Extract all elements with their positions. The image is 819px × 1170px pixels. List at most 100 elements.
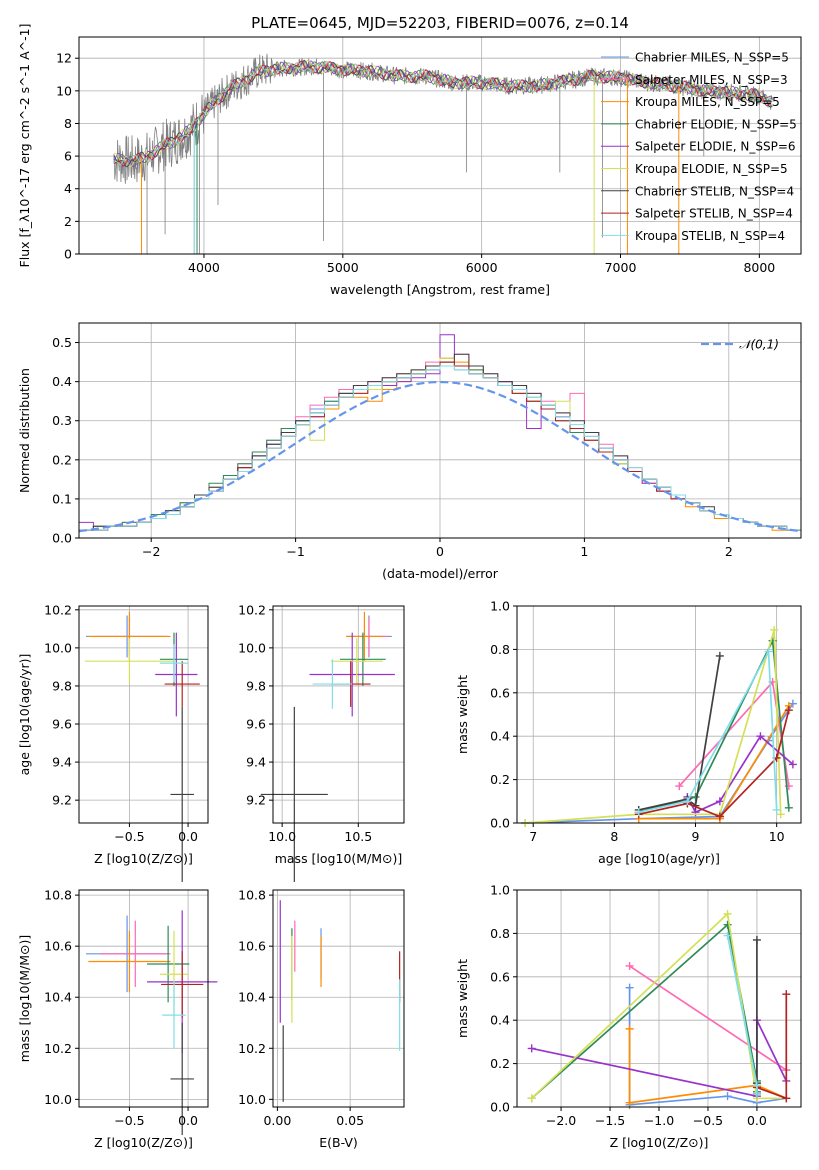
y-tick-label: 9.2 [52,793,72,808]
model-spectrum [113,60,773,166]
x-tick-label: 0.0 [178,829,198,844]
x-tick-label: 7 [529,829,537,844]
y-axis-label: Flux [f_λ10^-17 erg cm^-2 s^-1 A^-1] [17,24,32,268]
legend-label: 𝒩(0,1) [739,338,779,352]
y-tick-label: 2 [64,214,72,229]
errorbar-point [312,659,353,709]
y-tick-label: 0.2 [490,1056,510,1071]
model-spectrum [113,60,773,168]
x-tick-label: 7000 [605,260,637,275]
y-tick-label: 10.2 [44,602,72,617]
errorbar-point [155,632,198,717]
x-axis-label: Z [log10(Z/Z⊙)] [94,851,193,866]
weight-series [638,637,790,813]
legend-label: Kroupa MILES, N_SSP=5 [635,95,780,109]
model-spectrum [113,60,773,168]
model-spectrum [113,61,773,166]
normal-curve [79,380,801,533]
plus-marker [723,1092,732,1101]
spectrum-title: PLATE=0645, MJD=52203, FIBERID=0076, z=0… [251,14,629,32]
plus-marker [675,782,684,791]
y-tick-label: 0 [64,247,72,262]
y-tick-label: 0.8 [490,642,510,657]
errorbar-point [84,638,174,685]
y-tick-label: 9.2 [246,793,266,808]
plus-marker [527,1044,536,1053]
y-tick-label: 10.0 [238,640,266,655]
x-tick-label: 8 [610,829,618,844]
age-vs-mass-points [260,611,395,883]
y-axis-label: Normed distribution [17,368,32,493]
y-tick-label: 12 [56,51,72,66]
plus-marker [691,792,700,801]
x-tick-label: −1.0 [644,1113,674,1128]
y-tick-label: 10.2 [44,1041,72,1056]
histogram-plot [79,334,801,538]
y-tick-label: 0.1 [52,491,72,506]
age-vs-Z-frame [78,605,209,824]
plus-marker [752,1081,761,1090]
legend-label: Kroupa STELIB, N_SSP=4 [635,229,785,243]
weight-series [638,655,721,811]
x-tick-label: −1.5 [595,1113,625,1128]
spectrum-panel: 4000 5000 6000 7000 8000 0 2 4 6 8 10 12 wavelength … [17,14,802,297]
age-vs-Z-panel: −0.5 0.0 9.2 9.4 9.6 9.8 10.0 10.2 Z [log10(Z/Z⊙… [17,602,209,883]
y-tick-label: 10.4 [44,990,72,1005]
y-tick-label: 10.6 [44,939,72,954]
y-tick-label: 6 [64,149,72,164]
weight-series [638,705,790,820]
y-tick-label: 10.8 [44,888,72,903]
age-vs-Z-grid [79,606,208,823]
y-tick-label: 9.6 [52,717,72,732]
plus-marker [723,920,732,929]
errorbar-point [147,925,190,1003]
weight-series [756,994,788,1100]
weight-vs-Z-lines [527,909,791,1109]
weight-series [638,709,790,818]
y-axis-label: age [log10(age/yr)] [17,654,32,776]
mass-vs-EBV-panel: 0.00 0.05 10.0 10.2 10.4 10.6 10.8 E(B-V) [238,888,405,1150]
y-tick-label: 9.4 [52,755,72,770]
plus-marker [723,931,732,940]
plus-marker [715,651,724,660]
y-tick-label: 0.2 [52,452,72,467]
legend-label: Chabrier MILES, N_SSP=5 [635,51,789,65]
plus-marker [625,983,634,992]
mass-vs-Z-grid [79,890,208,1107]
y-tick-label: 10.8 [238,888,266,903]
legend-label: Salpeter MILES, N_SSP=3 [635,73,788,87]
x-tick-label: 5000 [327,260,359,275]
y-tick-label: 0.3 [52,413,72,428]
y-tick-label: 9.4 [246,755,266,770]
y-tick-label: 9.8 [246,678,266,693]
weight-series [638,648,778,813]
x-tick-label: 0.05 [336,1113,364,1128]
plus-marker [527,1094,536,1103]
x-tick-label: 8000 [743,260,775,275]
errorbar-point [88,930,171,993]
y-tick-label: 0.6 [490,969,510,984]
x-axis-label: wavelength [Angstrom, rest frame] [330,282,550,297]
errorbar-point [170,1022,194,1136]
x-tick-label: 10.0 [268,829,296,844]
y-tick-label: 0.4 [490,729,510,744]
y-tick-label: 1.0 [490,599,510,614]
x-tick-label: 0 [436,544,444,559]
plus-marker [723,909,732,918]
x-tick-label: −0.5 [114,1113,144,1128]
weight-series [628,1028,787,1104]
y-tick-label: 0.0 [490,1100,510,1115]
weight-vs-age-panel: 7 8 9 10 0.0 0.2 0.4 0.6 0.8 1.0 age [log10(age/yr… [455,599,802,866]
plus-marker [772,805,781,814]
y-axis-label: mass weight [455,959,470,1038]
x-tick-label: −0.5 [114,829,144,844]
plus-marker [776,810,785,819]
y-tick-label: 10.0 [44,1092,72,1107]
x-tick-label: 0.00 [263,1113,291,1128]
y-tick-label: 9.8 [52,678,72,693]
y-tick-label: 1.0 [490,883,510,898]
x-tick-label: 4000 [188,260,220,275]
plus-marker [764,647,773,656]
x-tick-label: 10 [769,829,785,844]
